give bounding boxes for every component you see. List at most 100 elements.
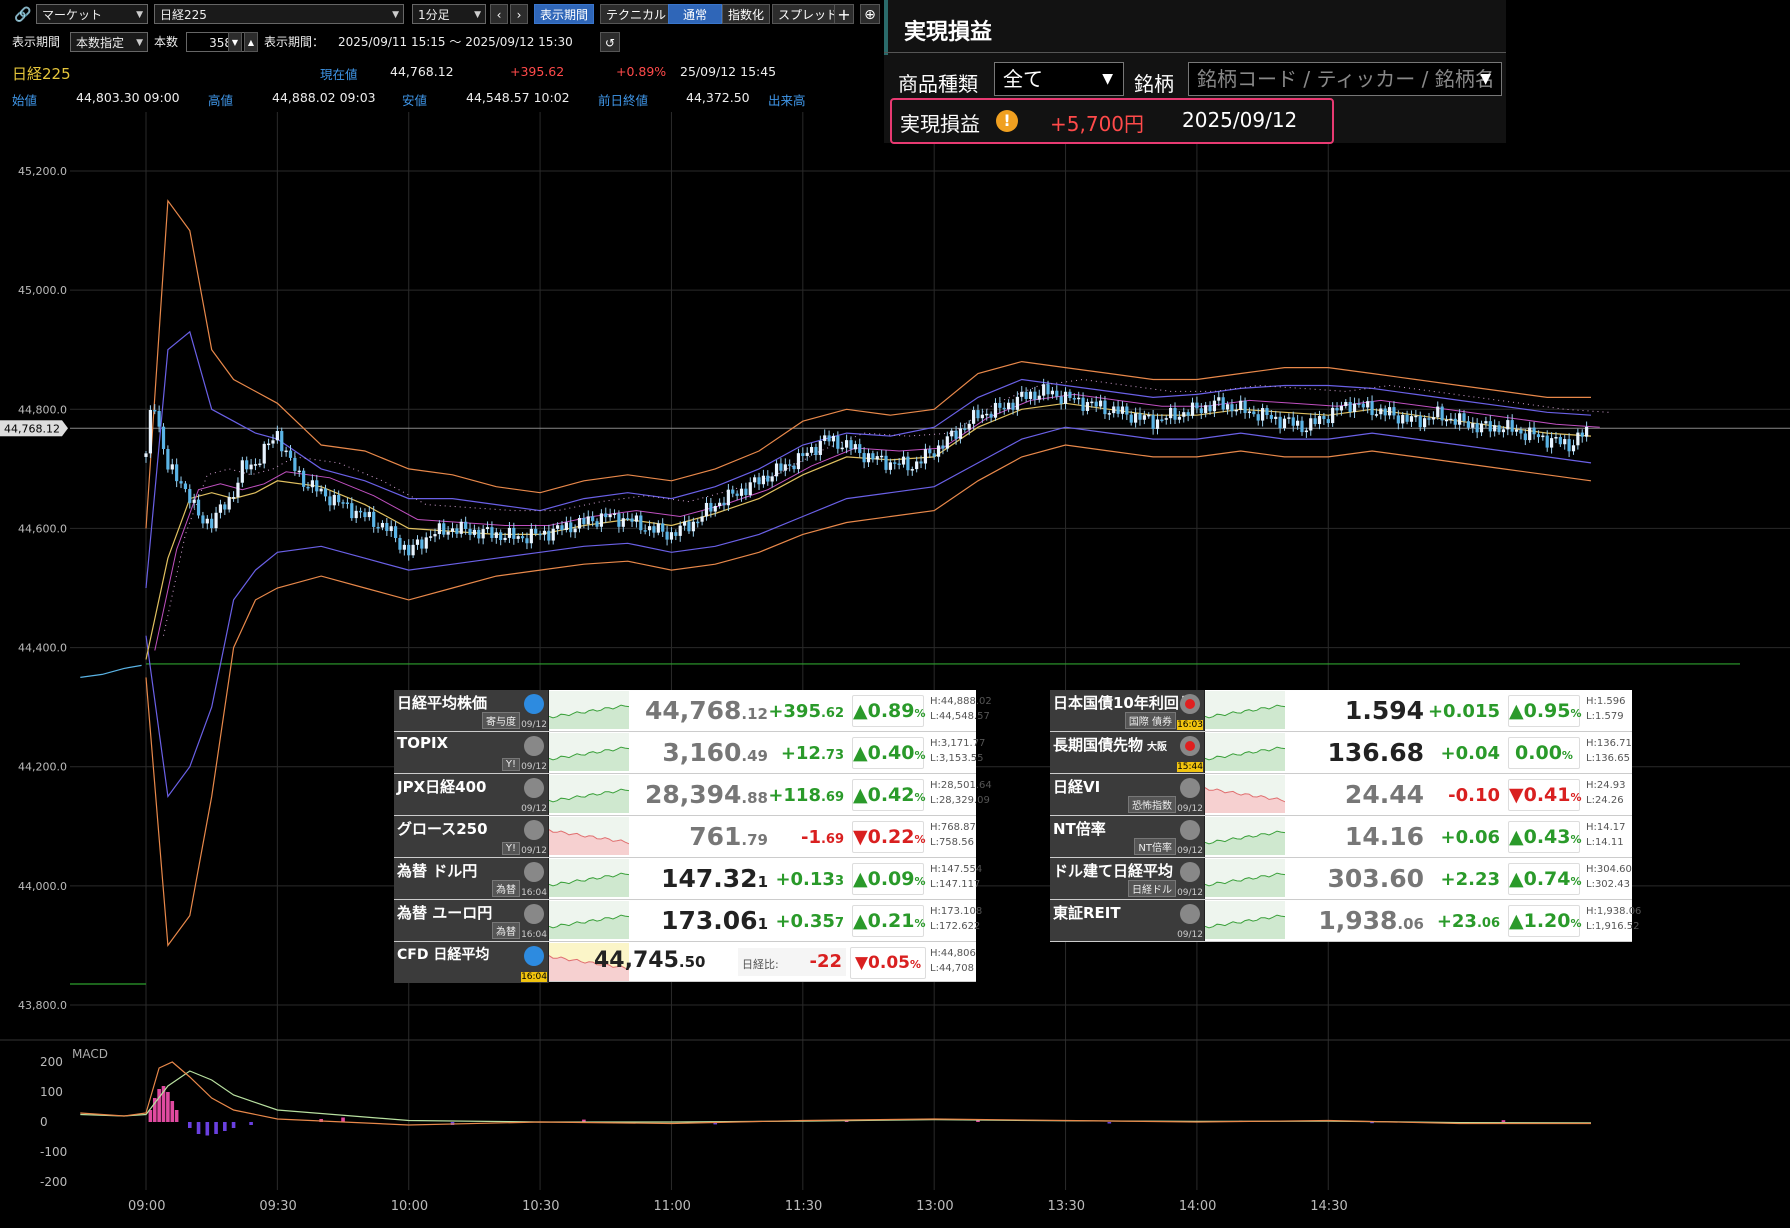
quote-name-cell[interactable]: 日経平均株価 寄与度 09/12 — [394, 690, 549, 731]
candle-body — [735, 493, 739, 496]
quote-sub-tag[interactable]: Y! — [501, 842, 520, 855]
quote-row[interactable]: 日本国債10年利回り 国際 債券 16:03 1.594 +0.015 ▲0.95% H:1… — [1050, 690, 1632, 732]
stepper-down-icon[interactable]: ▼ — [228, 32, 242, 52]
change-value: +395.62 — [510, 64, 565, 79]
candle-body — [954, 430, 958, 439]
macd-histogram-bar — [214, 1122, 218, 1134]
quote-name-cell[interactable]: 日経VI 恐怖指数 09/12 — [1050, 774, 1205, 815]
quote-sub-tag[interactable]: 寄与度 — [482, 712, 520, 729]
zoom-icon[interactable]: ⊕ — [860, 4, 880, 24]
technical-button[interactable]: テクニカル — [600, 4, 673, 24]
quote-name-cell[interactable]: TOPIX Y! 09/12 — [394, 732, 549, 773]
macd-histogram-bar — [341, 1117, 345, 1122]
sparkline — [548, 943, 630, 981]
candle-body — [556, 525, 560, 529]
quote-name-cell[interactable]: 為替 ドル円 為替 16:04 — [394, 858, 549, 899]
x-tick-label: 13:30 — [1048, 1199, 1085, 1214]
quote-high-low: H:14.17 L:14.11 — [1586, 822, 1626, 848]
quote-sub-tag[interactable]: 日経ドル — [1128, 880, 1176, 897]
quote-name-cell[interactable]: NT倍率 NT倍率 09/12 — [1050, 816, 1205, 857]
candle-body — [205, 518, 209, 524]
quote-row[interactable]: 長期国債先物 大阪 15:44 136.68 +0.04 0.00% H:136.71 L:1… — [1050, 732, 1632, 774]
period-mode-select[interactable]: 本数指定 ▼ — [70, 32, 148, 52]
quote-name-cell[interactable]: グロース250 Y! 09/12 — [394, 816, 549, 857]
symbol-select[interactable]: 日経225 ▼ — [154, 4, 404, 24]
x-tick-label: 14:00 — [1179, 1199, 1216, 1214]
quote-sub-tag[interactable]: NT倍率 — [1134, 838, 1176, 855]
candle-body — [897, 463, 901, 465]
candle-body — [512, 527, 516, 539]
add-icon[interactable]: + — [834, 4, 854, 24]
candle-body — [415, 539, 420, 545]
quote-date: 09/12 — [521, 720, 547, 730]
quote-row[interactable]: 東証REIT 09/12 1,938.06 +23.06 ▲1.20% H:1,938.0… — [1050, 900, 1641, 942]
quote-sub-tag[interactable]: 恐怖指数 — [1128, 796, 1176, 813]
candle-body — [1230, 404, 1234, 412]
quote-change: +0.04 — [1440, 743, 1501, 764]
quote-row-cfd[interactable]: CFD 日経平均 16:04 44,745.50 日経比: -22 ▼0.05% H:44,… — [394, 942, 976, 983]
candle-body — [871, 453, 875, 460]
quote-sub-tag[interactable]: 為替 — [492, 922, 520, 939]
macd-histogram-bar — [205, 1122, 210, 1136]
open-label: 始値 — [12, 93, 38, 108]
status-dot-icon — [1180, 862, 1200, 882]
warning-icon[interactable]: ! — [996, 110, 1018, 132]
quote-name-cell[interactable]: 日本国債10年利回り 国際 債券 16:03 — [1050, 690, 1205, 731]
quote-row[interactable]: ドル建て日経平均 日経ドル 09/12 303.60 +2.23 ▲0.74% H:304.… — [1050, 858, 1632, 900]
quote-row[interactable]: TOPIX Y! 09/12 3,160.49 +12.73 ▲0.40% H:3,171.… — [394, 732, 985, 774]
candle-body — [1225, 404, 1230, 410]
quote-row[interactable]: 為替 ユーロ円 為替 16:04 173.061 +0.357 ▲0.21% H:173.1… — [394, 900, 982, 942]
candle-body — [1068, 391, 1072, 399]
candle-body — [971, 410, 976, 424]
next-button[interactable]: › — [510, 4, 528, 24]
quote-name-cell[interactable]: JPX日経400 09/12 — [394, 774, 549, 815]
candle-body — [796, 453, 801, 470]
candle-body — [1247, 411, 1252, 414]
candle-body — [358, 510, 363, 513]
normal-button[interactable]: 通常 — [668, 4, 722, 24]
reset-icon[interactable]: ↺ — [600, 32, 620, 52]
candle-body — [1055, 390, 1059, 397]
macd-panel: MACD 200 100 0 -100 -200 — [40, 1047, 1592, 1189]
candle-body — [398, 537, 402, 550]
x-tick-label: 09:00 — [128, 1199, 165, 1214]
quote-name-cell[interactable]: ドル建て日経平均 日経ドル 09/12 — [1050, 858, 1205, 899]
quote-row[interactable]: 日経VI 恐怖指数 09/12 24.44 -0.10 ▼0.41% H:24.93 L:24… — [1050, 774, 1632, 816]
quote-name: TOPIX — [397, 734, 449, 752]
candle-body — [1580, 432, 1584, 437]
quote-row[interactable]: JPX日経400 09/12 28,394.88 +118.69 ▲0.42% H:28,… — [394, 774, 992, 816]
sparkline — [1204, 775, 1286, 813]
candle-body — [1138, 413, 1142, 420]
quote-sub-tag[interactable]: 為替 — [492, 880, 520, 897]
stepper-up-icon[interactable]: ▲ — [244, 32, 258, 52]
candle-body — [170, 464, 174, 470]
quote-high-low: H:28,501.64 L:28,329.09 — [930, 780, 992, 806]
candle-body — [652, 526, 656, 533]
candle-body — [1160, 419, 1164, 421]
quote-row[interactable]: グロース250 Y! 09/12 761.79 -1.69 ▼0.22% H:768.87 L… — [394, 816, 976, 858]
display-period-button[interactable]: 表示期間 — [534, 4, 595, 24]
index-button[interactable]: 指数化 — [722, 4, 771, 24]
quote-change-pct: ▲0.09% — [852, 863, 926, 895]
candle-body — [1300, 420, 1304, 433]
link-icon[interactable]: 🔗 — [14, 7, 32, 23]
quote-name-cell[interactable]: 為替 ユーロ円 為替 16:04 — [394, 900, 549, 941]
candle-body — [262, 443, 266, 464]
candle-body — [691, 521, 695, 532]
quote-sub-tag[interactable]: 国際 債券 — [1124, 712, 1176, 729]
quote-price: 14.16 — [1344, 822, 1424, 851]
quote-name-cell[interactable]: CFD 日経平均 16:04 — [394, 942, 549, 983]
quote-row[interactable]: NT倍率 NT倍率 09/12 14.16 +0.06 ▲0.43% H:14.17 L:14… — [1050, 816, 1632, 858]
candle-body — [626, 518, 630, 520]
quote-name-cell[interactable]: 東証REIT 09/12 — [1050, 900, 1205, 941]
quote-row[interactable]: 為替 ドル円 為替 16:04 147.321 +0.133 ▲0.09% H:147.55… — [394, 858, 982, 900]
quote-name-cell[interactable]: 長期国債先物 大阪 15:44 — [1050, 732, 1205, 773]
quote-row[interactable]: 日経平均株価 寄与度 09/12 44,768.12 +395.62 ▲0.89% H:44… — [394, 690, 992, 732]
category-select[interactable]: 全て ▼ — [994, 62, 1124, 96]
interval-select[interactable]: 1分足 ▼ — [412, 4, 486, 24]
market-select[interactable]: マーケット ▼ — [36, 4, 148, 24]
prev-button[interactable]: ‹ — [490, 4, 508, 24]
symbol-search-input[interactable]: 銘柄コード / ティッカー / 銘柄名 ▼ — [1188, 62, 1502, 96]
quote-sub-tag[interactable]: Y! — [501, 758, 520, 771]
